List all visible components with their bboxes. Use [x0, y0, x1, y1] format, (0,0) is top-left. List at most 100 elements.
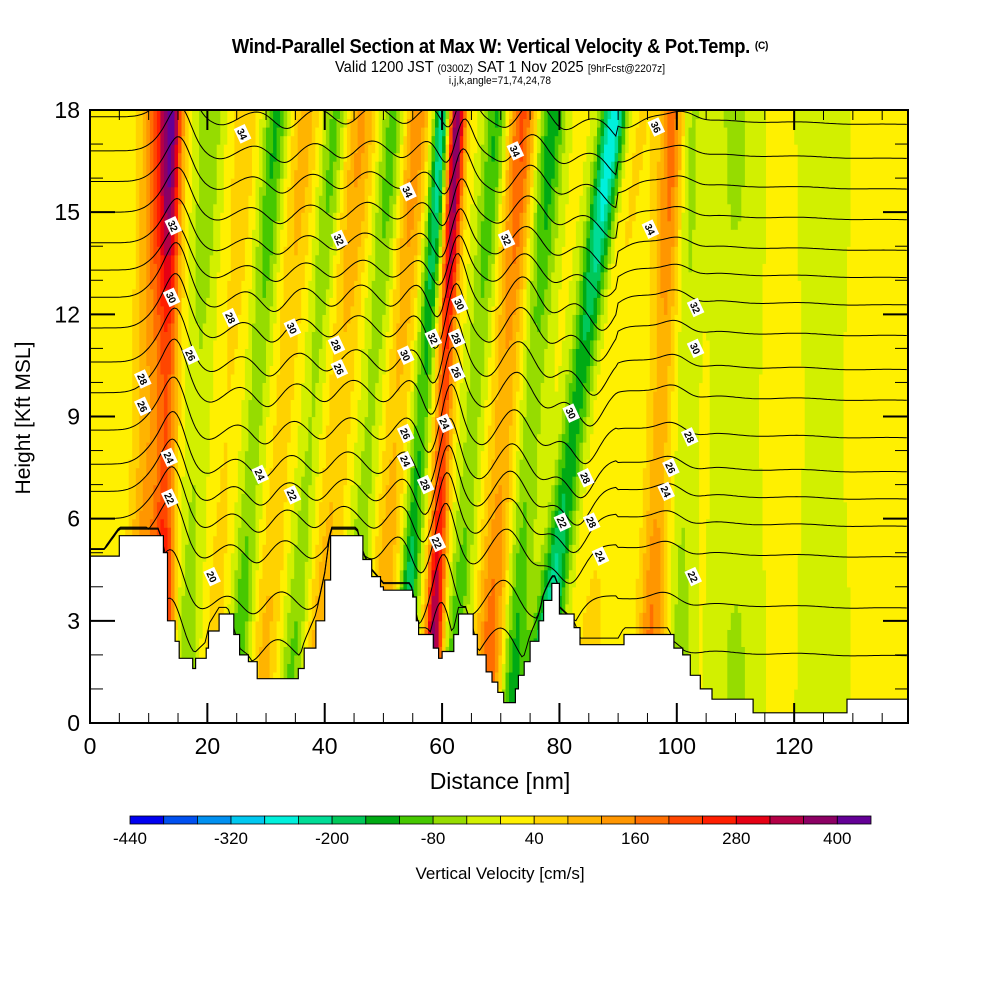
w-cell [601, 102, 605, 103]
w-cell [237, 527, 242, 579]
contour-label-bg [591, 546, 610, 566]
w-cell [554, 339, 559, 392]
w-cell [568, 110, 573, 154]
w-cell [463, 442, 468, 528]
w-cell [618, 152, 623, 171]
w-cell [505, 671, 510, 716]
w-cell [181, 135, 186, 205]
w-cell [428, 288, 433, 341]
colorbar-title: Vertical Velocity [cm/s] [415, 864, 585, 883]
w-cell [491, 110, 496, 137]
w-cell [572, 246, 577, 315]
w-cell [681, 135, 686, 213]
w-cell [438, 331, 443, 375]
w-cell [565, 552, 570, 579]
contour-label-bg [283, 485, 302, 505]
w-cell [308, 280, 313, 418]
w-cell [554, 237, 559, 341]
w-cell [421, 110, 426, 128]
w-cell [417, 169, 422, 222]
w-cell [681, 527, 686, 723]
w-cell [618, 127, 623, 137]
w-cell [442, 110, 447, 137]
w-cell [878, 110, 883, 723]
isentrope-33 [90, 167, 907, 239]
w-cell [463, 127, 468, 154]
w-cell [252, 144, 257, 230]
w-cell [801, 365, 806, 469]
w-cell [593, 220, 598, 273]
w-cell [262, 467, 267, 545]
w-cell [590, 186, 595, 205]
w-cell [579, 246, 584, 281]
w-cell [604, 144, 609, 205]
w-cell [431, 305, 436, 332]
w-cell [435, 510, 440, 537]
w-cell [797, 280, 802, 554]
w-cell [737, 220, 742, 613]
w-cell [297, 510, 302, 673]
w-cell [565, 578, 570, 605]
w-cell [350, 305, 355, 392]
w-cell [438, 263, 443, 281]
w-cell [445, 144, 450, 162]
w-cell [604, 237, 609, 256]
w-cell [392, 203, 397, 239]
w-cell [604, 203, 609, 222]
w-cell [498, 595, 503, 656]
w-cell [737, 110, 742, 222]
w-cell [329, 118, 334, 196]
w-cell [213, 535, 218, 723]
contour-label: 32 [497, 229, 516, 250]
w-cell [480, 569, 485, 622]
w-cell [266, 501, 271, 596]
w-cell [590, 339, 595, 366]
w-cell [456, 220, 461, 239]
w-cell [435, 237, 440, 264]
w-cell [304, 450, 309, 562]
w-cell [442, 186, 447, 196]
w-cell [262, 382, 267, 469]
w-cell [449, 178, 454, 264]
w-cell [276, 620, 281, 690]
w-cell [794, 110, 799, 145]
w-cell [678, 544, 683, 723]
w-cell [442, 229, 447, 247]
w-cell [843, 331, 848, 503]
w-cell [357, 246, 362, 315]
w-cell [896, 110, 901, 723]
w-cell [178, 425, 183, 588]
w-cell [452, 314, 457, 341]
w-cell [501, 161, 506, 196]
colorbar-bin [500, 815, 535, 825]
contour-label-text: 32 [425, 331, 440, 346]
w-cell [431, 382, 436, 418]
isentrope-23 [90, 466, 907, 554]
w-cell [399, 493, 404, 537]
w-cell [199, 348, 204, 639]
w-cell [424, 544, 429, 579]
utc-time: (0300Z) [437, 63, 473, 75]
w-cell [290, 510, 295, 579]
colorbar-bin [634, 815, 670, 825]
w-cell [685, 569, 690, 723]
w-cell [491, 135, 496, 162]
w-cell [470, 544, 475, 613]
contour-label-text: 24 [397, 454, 412, 469]
w-cell [438, 280, 443, 307]
colorbar-bin [230, 815, 266, 825]
w-cell [899, 110, 904, 723]
w-cell [421, 127, 426, 171]
w-cell [385, 280, 390, 332]
w-cell [375, 476, 380, 537]
w-cell [308, 620, 313, 673]
w-cell [280, 135, 285, 179]
w-cell [209, 110, 214, 256]
w-cell [561, 408, 566, 435]
w-cell [484, 535, 489, 579]
w-cell [308, 484, 313, 579]
contour-label-bg [164, 216, 183, 236]
w-cell [466, 391, 471, 605]
w-cell [435, 535, 440, 571]
w-cell [406, 391, 411, 443]
